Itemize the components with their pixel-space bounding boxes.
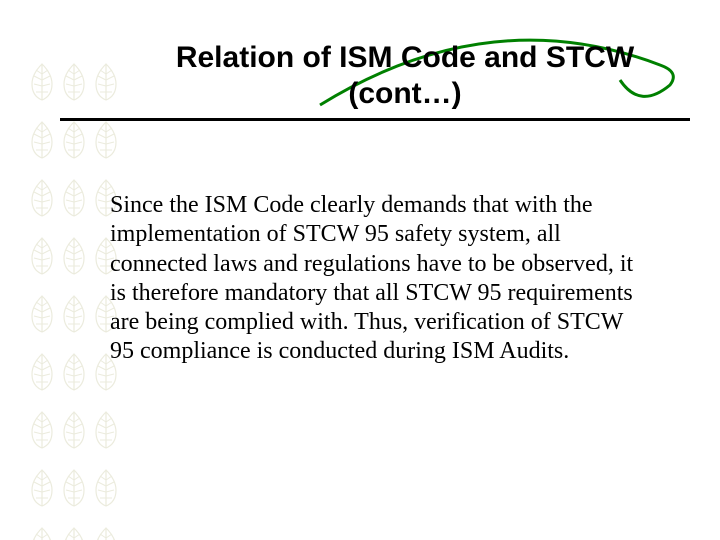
title-block: Relation of ISM Code and STCW (cont…) bbox=[150, 40, 660, 121]
leaf-icon bbox=[84, 466, 128, 510]
leaf-icon bbox=[84, 118, 128, 162]
leaf-icon bbox=[84, 524, 128, 540]
leaf-icon bbox=[84, 60, 128, 104]
body-block: Since the ISM Code clearly demands that … bbox=[110, 191, 640, 367]
body-paragraph: Since the ISM Code clearly demands that … bbox=[110, 191, 640, 367]
title-underline bbox=[60, 118, 690, 121]
slide-title-line2: (cont…) bbox=[150, 76, 660, 112]
leaf-icon bbox=[84, 408, 128, 452]
slide-title-line1: Relation of ISM Code and STCW bbox=[150, 40, 660, 76]
